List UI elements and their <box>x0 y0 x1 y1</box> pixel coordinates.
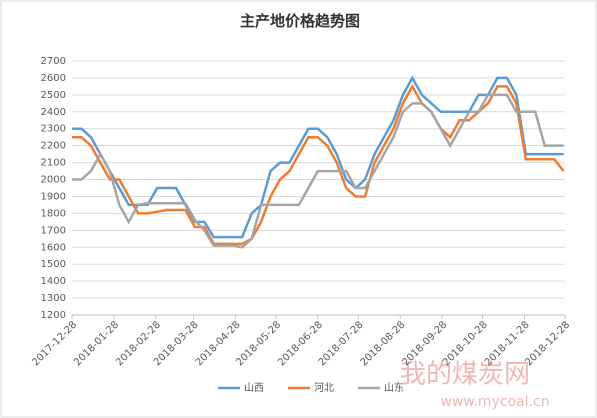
legend-label: 河北 <box>314 382 334 394</box>
y-tick-label: 2200 <box>41 141 66 152</box>
y-tick-label: 2600 <box>41 73 66 84</box>
y-tick-label: 1600 <box>41 242 66 253</box>
y-tick-label: 2300 <box>41 124 66 135</box>
legend-label: 山东 <box>384 381 404 394</box>
y-tick-label: 1300 <box>41 293 66 304</box>
legend-label: 山西 <box>244 382 264 394</box>
y-tick-label: 2500 <box>41 90 66 101</box>
y-tick-label: 1700 <box>41 225 66 236</box>
y-tick-label: 1900 <box>41 191 66 202</box>
y-tick-label: 2700 <box>41 56 66 67</box>
y-tick-label: 2000 <box>41 175 66 186</box>
y-tick-label: 1400 <box>41 276 66 287</box>
series-line <box>72 83 565 246</box>
y-tick-label: 2400 <box>41 107 66 118</box>
series-line <box>72 75 564 239</box>
y-tick-label: 2100 <box>41 158 66 169</box>
watermark-title: 我的煤炭网 <box>400 360 530 390</box>
y-tick-label: 1800 <box>41 208 66 219</box>
watermark-url: www.mycoal.cn <box>440 394 549 410</box>
y-tick-label: 1500 <box>41 259 66 270</box>
series-line <box>72 93 564 249</box>
y-tick-label: 1200 <box>41 310 66 321</box>
chart-title: 主产地价格趋势图 <box>240 12 360 30</box>
